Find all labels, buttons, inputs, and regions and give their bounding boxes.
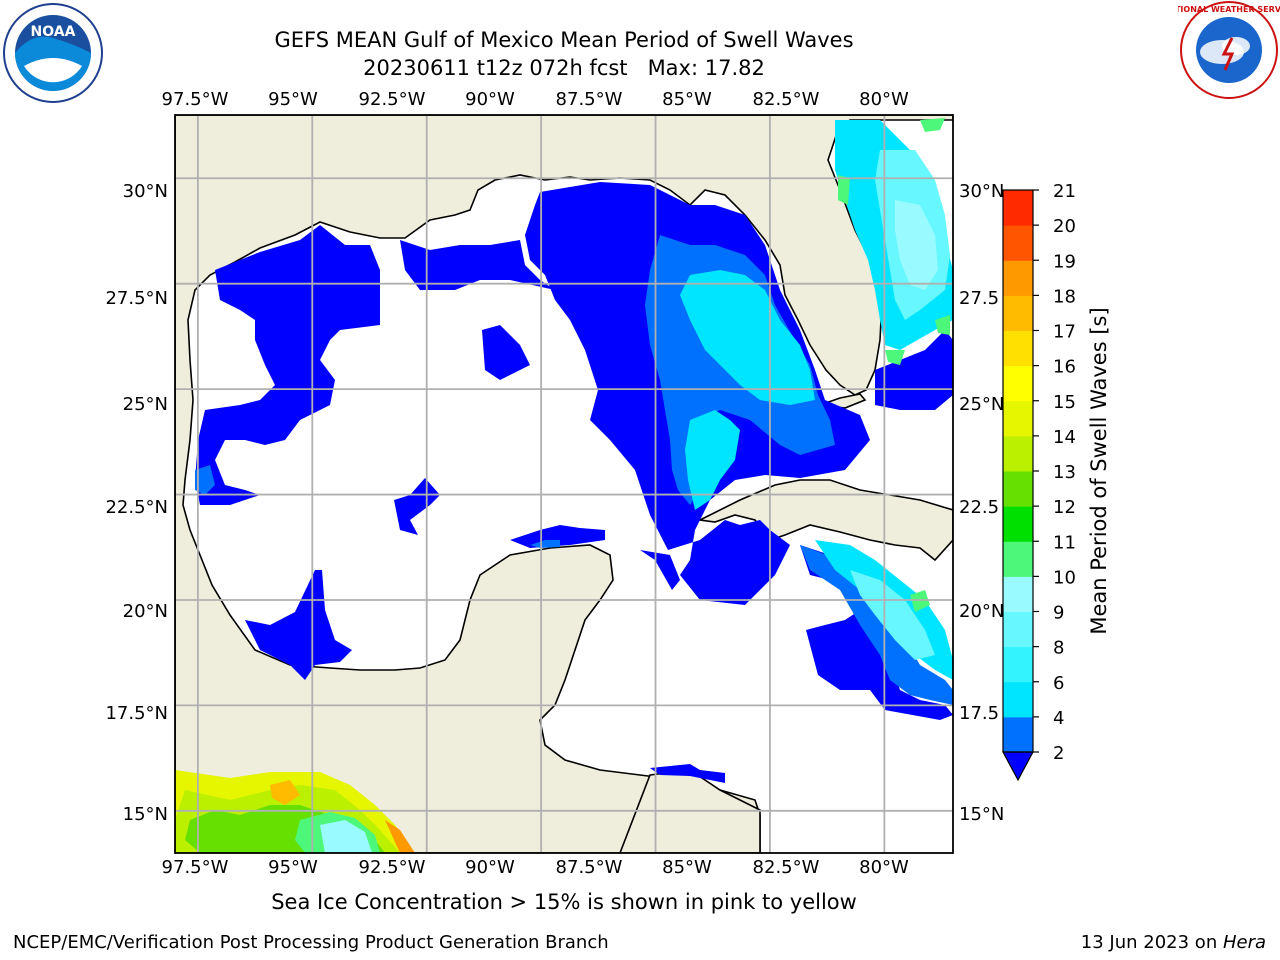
title-line1: GEFS MEAN Gulf of Mexico Mean Period of … (274, 28, 854, 52)
lon-bottom-82.5: 82.5°W (753, 857, 820, 878)
colorbar-segment (1003, 225, 1033, 261)
colorbar-tick-label: 14 (1053, 427, 1076, 448)
colorbar-tick-label: 16 (1053, 357, 1076, 378)
colorbar-segment (1003, 646, 1033, 683)
lon-top-92.5: 92.5°W (359, 89, 426, 110)
footer-machine: Hera (1222, 932, 1266, 953)
colorbar-segment (1003, 716, 1033, 753)
colorbar-segment (1003, 295, 1033, 331)
lat-right-27.5: 27.5 (959, 288, 999, 309)
swell-period-8-9 (895, 200, 938, 290)
noaa-logo-text: NOAA (31, 24, 76, 40)
colorbar-segment (1003, 541, 1033, 577)
footer-left: NCEP/EMC/Verification Post Processing Pr… (13, 932, 609, 953)
lat-right-17.5: 17.5 (959, 703, 999, 724)
footer-date: 13 Jun 2023 on (1080, 932, 1223, 953)
lat-left-25: 25°N (123, 394, 168, 415)
colorbar-under-triangle (1001, 751, 1035, 782)
colorbar-segment (1003, 506, 1033, 542)
colorbar-tick-label: 8 (1053, 638, 1064, 659)
lat-right-15: 15°N (959, 804, 1004, 825)
colorbar-segment (1003, 400, 1033, 437)
colorbar-segment (1003, 435, 1033, 472)
colorbar-tick-label: 9 (1053, 603, 1064, 624)
nws-logo: NATIONAL WEATHER SERVICE (1178, 1, 1280, 99)
lon-top-90: 90°W (465, 89, 515, 110)
lat-left-30: 30°N (123, 181, 168, 202)
lon-bottom-85: 85°W (662, 857, 712, 878)
lat-right-25: 25°N (959, 394, 1004, 415)
lon-top-85: 85°W (662, 89, 712, 110)
lon-bottom-95: 95°W (268, 857, 318, 878)
colorbar-tick-label: 10 (1053, 567, 1076, 588)
colorbar-tick-label: 19 (1053, 251, 1076, 272)
colorbar-tick-label: 12 (1053, 497, 1076, 518)
sea-ice-caption: Sea Ice Concentration > 15% is shown in … (271, 890, 857, 914)
map-frame (174, 114, 954, 854)
colorbar-tick-label: 17 (1053, 322, 1076, 343)
lat-right-20: 20°N (959, 601, 1004, 622)
swell-period-pacific (175, 770, 415, 853)
swell-period-9-10 (838, 118, 950, 612)
lat-left-15: 15°N (123, 804, 168, 825)
lat-left-27.5: 27.5°N (105, 288, 168, 309)
title-line2: 20230611 t12z 072h fcst Max: 17.82 (363, 56, 765, 80)
colorbar-tick-label: 6 (1053, 673, 1064, 694)
lon-top-87.5: 87.5°W (556, 89, 623, 110)
colorbar-tick-label: 2 (1053, 743, 1064, 764)
colorbar-segment (1003, 190, 1033, 226)
colorbar-tick-label: 11 (1053, 532, 1076, 553)
lat-left-22.5: 22.5°N (105, 497, 168, 518)
lon-bottom-92.5: 92.5°W (359, 857, 426, 878)
lat-left-17.5: 17.5°N (105, 703, 168, 724)
colorbar-segment (1003, 611, 1033, 648)
lon-bottom-90: 90°W (465, 857, 515, 878)
colorbar: 2 4 6 8 9 10 11 12 13 14 15 16 17 18 19 20 21 Mean Perio… (1001, 181, 1111, 782)
colorbar-label: Mean Period of Swell Waves [s] (1087, 307, 1111, 634)
colorbar-tick-label: 18 (1053, 286, 1076, 307)
lon-top-95: 95°W (268, 89, 318, 110)
lon-bottom-87.5: 87.5°W (556, 857, 623, 878)
noaa-logo: NOAA (3, 3, 103, 103)
colorbar-segment (1003, 330, 1033, 367)
colorbar-segment (1003, 576, 1033, 612)
lat-right-22.5: 22.5 (959, 497, 999, 518)
colorbar-tick-label: 13 (1053, 462, 1076, 483)
colorbar-tick-label: 20 (1053, 216, 1076, 237)
footer-right: 13 Jun 2023 on Hera (1081, 932, 1266, 953)
lon-top-97.5: 97.5°W (162, 89, 229, 110)
lat-right-30: 30°N (959, 181, 1004, 202)
lon-bottom-80: 80°W (859, 857, 909, 878)
colorbar-tick-label: 21 (1053, 181, 1076, 202)
lon-top-82.5: 82.5°W (753, 89, 820, 110)
colorbar-segment (1003, 471, 1033, 507)
colorbar-tick-label: 4 (1053, 708, 1064, 729)
colorbar-segment (1003, 681, 1033, 718)
colorbar-segment (1003, 365, 1033, 402)
nws-logo-text: NATIONAL WEATHER SERVICE (1178, 5, 1280, 14)
colorbar-segment (1003, 260, 1033, 296)
lat-left-20: 20°N (123, 601, 168, 622)
lon-bottom-97.5: 97.5°W (162, 857, 229, 878)
lon-top-80: 80°W (859, 89, 909, 110)
colorbar-tick-label: 15 (1053, 392, 1076, 413)
gridlines (175, 115, 953, 853)
